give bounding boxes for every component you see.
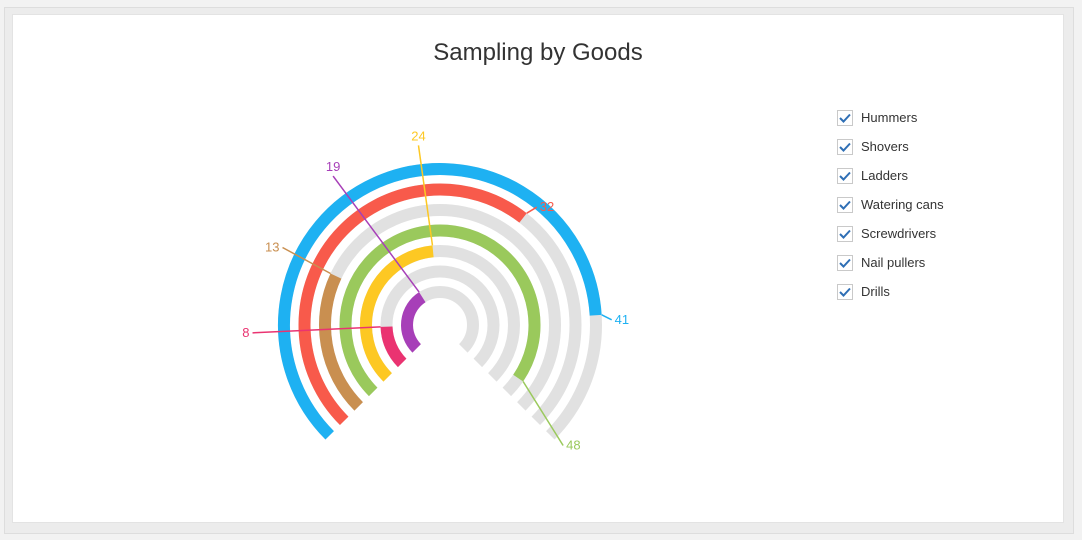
data-label: 24: [411, 128, 425, 143]
label-connector: [332, 175, 420, 293]
data-label: 41: [615, 312, 629, 327]
checkbox-checked-icon[interactable]: [837, 283, 853, 300]
legend-label: Shovers: [861, 139, 909, 154]
chart-panel: Sampling by Goods 41 32 13 48 24 8 19 Hummers S…: [12, 14, 1064, 523]
legend: Hummers Shovers Ladders Watering cans Screwd…: [837, 103, 944, 306]
checkbox-checked-icon[interactable]: [837, 254, 853, 271]
label-connector: [252, 326, 381, 334]
legend-item-drills[interactable]: Drills: [837, 277, 944, 306]
legend-label: Hummers: [861, 110, 918, 125]
data-label: 32: [540, 199, 554, 214]
chart-title: Sampling by Goods: [433, 39, 643, 66]
bar-hummers[interactable]: [278, 163, 602, 440]
legend-label: Nail pullers: [861, 255, 926, 270]
data-label: 48: [566, 437, 580, 452]
legend-label: Screwdrivers: [861, 226, 937, 241]
checkbox-checked-icon[interactable]: [837, 225, 853, 242]
legend-item-nail-pullers[interactable]: Nail pullers: [837, 248, 944, 277]
label-connector: [282, 246, 331, 275]
legend-label: Watering cans: [861, 197, 944, 212]
legend-item-watering-cans[interactable]: Watering cans: [837, 190, 944, 219]
checkbox-checked-icon[interactable]: [837, 167, 853, 184]
legend-item-screwdrivers[interactable]: Screwdrivers: [837, 219, 944, 248]
label-connector: [526, 206, 538, 214]
bar-screwdrivers[interactable]: [360, 245, 434, 382]
label-connector: [601, 314, 613, 321]
legend-item-shovers[interactable]: Shovers: [837, 132, 944, 161]
radial-bar-chart: 41 32 13 48 24 8 19: [242, 128, 629, 452]
legend-label: Ladders: [861, 168, 908, 183]
bar-ladders[interactable]: [319, 273, 363, 411]
bar-nail-pullers[interactable]: [380, 326, 407, 368]
checkbox-checked-icon[interactable]: [837, 196, 853, 213]
checkbox-checked-icon[interactable]: [837, 109, 853, 126]
data-label: 8: [242, 325, 249, 340]
label-connector: [417, 145, 434, 246]
data-label: 19: [326, 159, 340, 174]
bar-drills[interactable]: [401, 292, 426, 353]
legend-label: Drills: [861, 284, 890, 299]
checkbox-checked-icon[interactable]: [837, 138, 853, 155]
data-label: 13: [265, 239, 279, 254]
label-connector: [522, 381, 564, 446]
legend-item-ladders[interactable]: Ladders: [837, 161, 944, 190]
bar-shovers[interactable]: [298, 183, 527, 426]
legend-item-hummers[interactable]: Hummers: [837, 103, 944, 132]
